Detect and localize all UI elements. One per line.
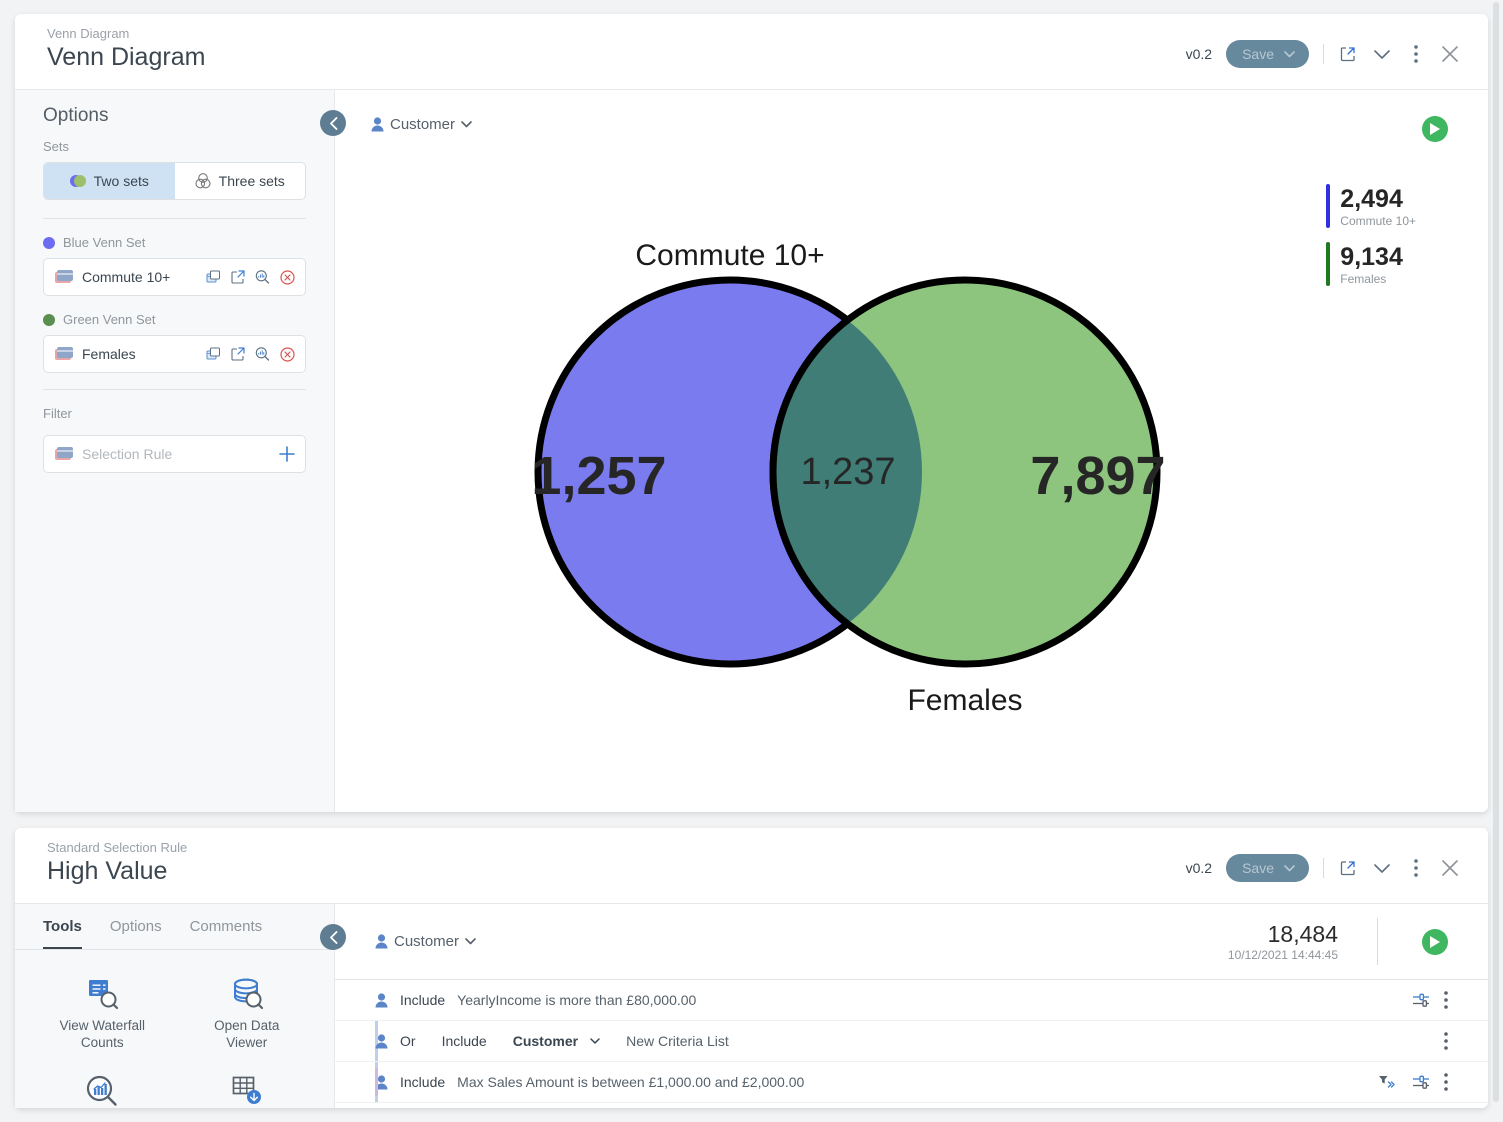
svg-text:Commute 10+: Commute 10+ xyxy=(635,239,824,272)
svg-text:1,257: 1,257 xyxy=(531,446,666,506)
svg-text:7,897: 7,897 xyxy=(1030,446,1165,506)
svg-text:1,237: 1,237 xyxy=(800,451,895,493)
svg-text:Females: Females xyxy=(907,684,1022,717)
